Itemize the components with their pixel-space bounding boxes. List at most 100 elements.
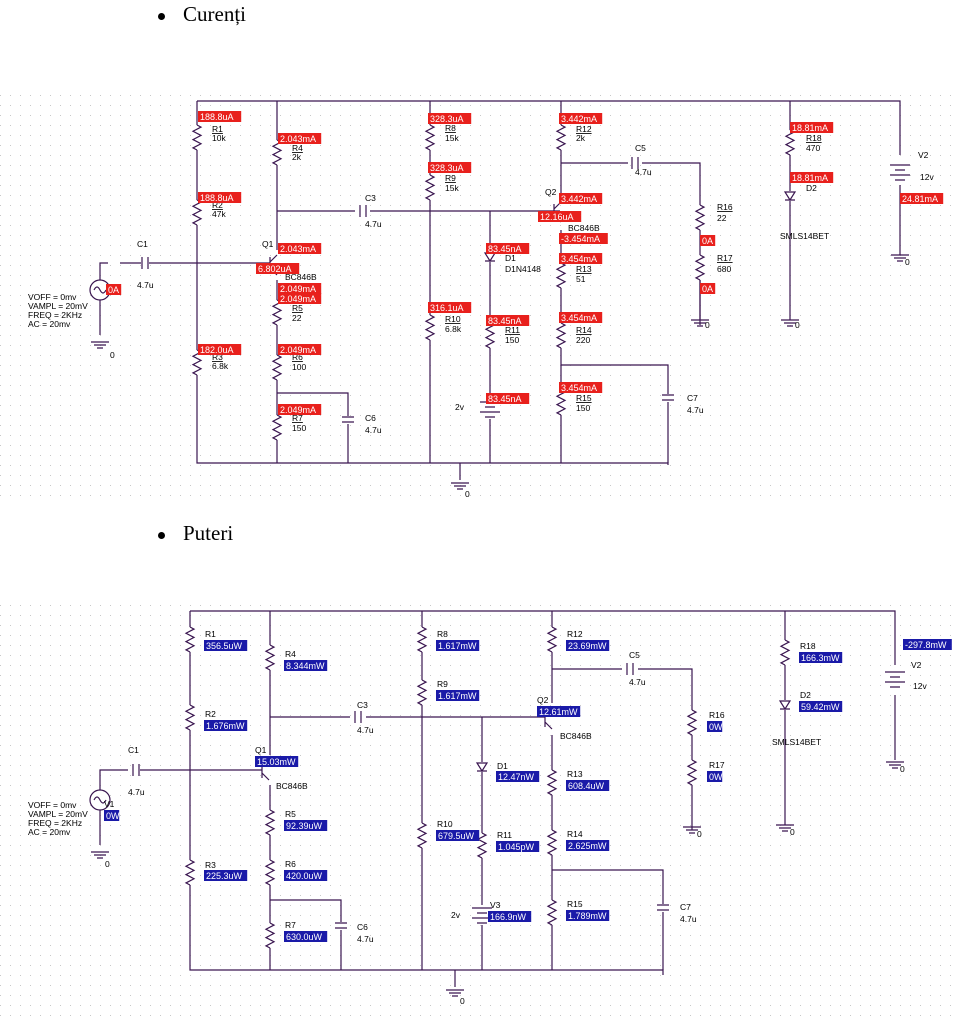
badge-r1-box: [198, 111, 242, 122]
label-15: R16: [709, 710, 725, 720]
c5-symbol-bg: [631, 156, 639, 170]
gnd-main-icon: [451, 482, 469, 490]
badge-d1: 83.45nA: [488, 244, 522, 254]
c1-symbol: [141, 257, 149, 269]
badge-q2: 12.61mW: [539, 707, 578, 717]
bullet-currents: Curenți: [158, 2, 246, 27]
v2-symbol: [890, 164, 910, 181]
badge-r11-box: [496, 841, 540, 852]
c1-symbol-bg: [132, 763, 140, 777]
d1-symbol: [475, 762, 489, 773]
component-labels: R110kR247kR36.8kR42kR522R6100R7150R815kR…: [28, 123, 934, 499]
label-9: R10: [437, 819, 453, 829]
components: [89, 626, 905, 997]
badge-v2-box: [900, 193, 944, 204]
d2-symbol: [778, 700, 792, 711]
label-35: 470: [806, 143, 820, 153]
label-2: R2: [212, 200, 223, 210]
components: [89, 124, 910, 490]
badge-r16: 0A: [702, 236, 713, 246]
badge-v2: 24.81mA: [902, 194, 938, 204]
label-51: D1N4148: [505, 264, 541, 274]
v1-param-1: VAMPL = 20mV: [28, 301, 88, 311]
badge-q1-base-box: [256, 263, 300, 274]
r10-symbol: [424, 314, 436, 341]
r12-symbol: [555, 124, 567, 151]
v2-symbol-bg: [885, 669, 905, 689]
badge-v1-box: [104, 810, 120, 821]
label-41: 0: [460, 996, 465, 1006]
label-13: R14: [567, 829, 583, 839]
badge-r7: 630.0uW: [286, 932, 323, 942]
badge-r7-box: [284, 931, 328, 942]
badge-r1: 356.5uW: [206, 641, 243, 651]
badge-r13: 3.454mA: [561, 254, 597, 264]
badge-q2-collector: 3.442mA: [561, 194, 597, 204]
badge-q1-emitter1: 2.049mA: [280, 284, 316, 294]
r8-symbol: [416, 626, 428, 653]
badge-r6: 420.0uW: [286, 871, 323, 881]
badge-r17-box: [707, 771, 723, 782]
v1-param-0: VOFF = 0mv: [28, 292, 77, 302]
badge-r12-box: [559, 113, 603, 124]
bullet-dot-icon: [158, 531, 165, 539]
label-50: D1: [505, 253, 516, 263]
label-45: 4.7u: [687, 405, 704, 415]
badge-d2-box: [799, 701, 843, 712]
label-44: 0: [900, 764, 905, 774]
badge-v3-box: [486, 393, 530, 404]
label-34: R18: [806, 133, 822, 143]
badge-r4: 2.043mA: [280, 134, 316, 144]
label-42: 0: [697, 829, 702, 839]
v1-param-2: FREQ = 2KHz: [28, 818, 82, 828]
d2-symbol-bg: [784, 191, 796, 201]
c3-symbol-bg: [359, 204, 367, 218]
label-40: 0: [105, 859, 110, 869]
badge-q2-emitter-box: [559, 233, 608, 244]
badge-v1: 0W: [106, 811, 120, 821]
label-57: 0: [110, 350, 115, 360]
badge-r13-box: [566, 780, 610, 791]
r13-symbol: [555, 262, 567, 289]
label-33: D2: [800, 690, 811, 700]
label-30: Q2: [537, 695, 549, 705]
badge-r12: 3.442mA: [561, 114, 597, 124]
label-11: R12: [567, 629, 583, 639]
label-26: R14: [576, 325, 592, 335]
c3-symbol-bg: [354, 710, 362, 724]
badge-r12: 23.69mW: [568, 641, 607, 651]
r16-symbol: [686, 709, 698, 736]
badge-v1-box: [106, 284, 122, 295]
v1-symbol-wave: [93, 286, 107, 294]
badge-r3-box: [204, 870, 248, 881]
r18-symbol: [779, 639, 791, 666]
label-33: 680: [717, 264, 731, 274]
badge-r2-box: [198, 192, 242, 203]
badge-r13-box: [559, 253, 603, 264]
label-21: 4.7u: [357, 725, 374, 735]
component-labels: R1 R2 R3 R4 R5 R6 R7 R8 R9 R10 R11 R12 R13 R14 R15 R16 R…: [28, 629, 927, 1006]
label-23: 4.7u: [629, 677, 646, 687]
label-18: R10: [445, 314, 461, 324]
r1-symbol: [191, 124, 203, 151]
r9-symbol: [416, 679, 428, 706]
badge-r4: 8.344mW: [286, 661, 325, 671]
label-59: 0: [705, 320, 710, 330]
label-28: R15: [576, 393, 592, 403]
c6-symbol: [342, 416, 354, 423]
label-38: 2v: [451, 910, 461, 920]
gnd-main-icon: [446, 989, 464, 997]
badge-r4-box: [278, 133, 322, 144]
current-annotations: 188.8uA 188.8uA 182.0uA 2.043mA 2.043mA 6.802…: [106, 111, 944, 415]
gnd-v1-icon: [91, 341, 109, 349]
label-31: BC846B: [560, 731, 592, 741]
badge-r9-box: [428, 162, 472, 173]
label-21: 150: [505, 335, 519, 345]
label-19: 4.7u: [128, 787, 145, 797]
gnd-d2-icon: [781, 319, 799, 327]
badge-d1-box: [486, 243, 530, 254]
c7-symbol: [657, 904, 669, 911]
label-24: C6: [357, 922, 368, 932]
c7-symbol: [662, 394, 674, 401]
badge-q1-base: 6.802uA: [258, 264, 292, 274]
